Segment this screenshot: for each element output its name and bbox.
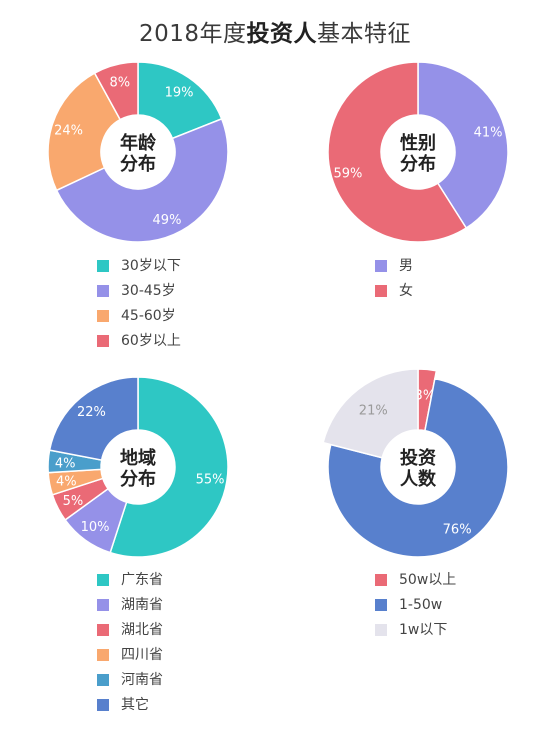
legend-item-age-0: 30岁以下 [97,257,181,282]
center-label-gender-0: 性别 [400,132,436,154]
slice-label-age-1: 49% [153,213,182,228]
legend-item-investors-0: 50w以上 [375,571,456,596]
legend-item-region-0: 广东省 [97,571,163,596]
legend-label: 50w以上 [399,572,457,588]
title-suffix: 基本特征 [317,21,412,47]
legend-swatch [97,285,109,297]
legend-item-region-4: 河南省 [97,671,163,696]
slice-label-region-0: 55% [196,472,225,487]
legend-region: 广东省湖南省湖北省四川省河南省其它 [97,571,163,721]
legend-label: 其它 [121,697,149,713]
legend-label: 广东省 [121,572,163,588]
legend-swatch [375,624,387,636]
slice-label-region-4: 4% [55,456,76,471]
legend-swatch [97,310,109,322]
slice-label-region-3: 4% [56,475,77,490]
legend-label: 30岁以下 [121,258,181,274]
center-label-region-0: 地域 [120,447,156,469]
legend-swatch [97,674,109,686]
legend-swatch [375,574,387,586]
legend-label: 湖南省 [121,597,163,613]
slice-age-2 [47,72,122,192]
legend-swatch [97,335,109,347]
slice-label-investors-2: 21% [359,403,388,418]
title-prefix: 2018年度 [138,21,247,47]
legend-item-region-5: 其它 [97,696,163,721]
legend-swatch [97,599,109,611]
legend-swatch [97,574,109,586]
slice-label-age-0: 19% [165,86,194,101]
donut-hole-investors [381,430,455,504]
legend-item-age-2: 45-60岁 [97,307,181,332]
legend-swatch [97,624,109,636]
legend-label: 45-60岁 [121,308,176,324]
legend-item-region-3: 四川省 [97,646,163,671]
slice-label-age-3: 8% [110,75,131,90]
donut-hole-age [101,115,175,189]
legend-swatch [375,285,387,297]
center-label-gender-1: 分布 [400,153,436,175]
slice-label-age-2: 24% [54,123,83,138]
slice-label-gender-0: 41% [474,126,503,141]
legend-swatch [97,649,109,661]
legend-item-gender-1: 女 [375,282,413,307]
legend-label: 湖北省 [121,622,163,638]
legend-label: 四川省 [121,647,163,663]
legend-item-investors-1: 1-50w [375,596,456,621]
center-label-investors-0: 投资 [400,447,436,469]
center-label-age-0: 年龄 [120,132,157,154]
legend-label: 1w以下 [399,622,448,638]
legend-label: 女 [399,283,413,299]
title-bold: 投资人 [246,21,318,47]
legend-item-gender-0: 男 [375,257,413,282]
donut-hole-region [101,430,175,504]
legend-label: 60岁以上 [121,333,181,349]
legend-label: 30-45岁 [121,283,176,299]
legend-age: 30岁以下 30-45岁 45-60岁 60岁以上 [97,257,181,357]
donut-hole-gender [381,115,455,189]
legend-item-age-3: 60岁以上 [97,332,181,357]
center-label-age-1: 分布 [120,153,156,175]
legend-investors: 50w以上 1-50w 1w以下 [375,571,456,646]
legend-swatch [97,699,109,711]
slice-label-investors-0: 3% [415,388,436,403]
legend-item-region-1: 湖南省 [97,596,163,621]
legend-item-age-1: 30-45岁 [97,282,181,307]
legend-swatch [375,260,387,272]
slice-label-region-1: 10% [81,520,110,535]
slice-label-region-5: 22% [77,405,106,420]
slice-label-region-2: 5% [63,494,84,509]
legend-swatch [97,260,109,272]
slice-label-investors-1: 76% [443,523,472,538]
legend-swatch [375,599,387,611]
legend-gender: 男女 [375,257,413,307]
legend-item-region-2: 湖北省 [97,621,163,646]
legend-label: 1-50w [399,597,443,613]
legend-label: 河南省 [121,672,163,688]
center-label-region-1: 分布 [120,468,156,490]
center-label-investors-1: 人数 [400,468,437,490]
page-title: 2018年度投资人基本特征 [0,14,550,48]
legend-item-investors-2: 1w以下 [375,621,456,646]
legend-label: 男 [399,258,413,274]
slice-label-gender-1: 59% [333,166,362,181]
